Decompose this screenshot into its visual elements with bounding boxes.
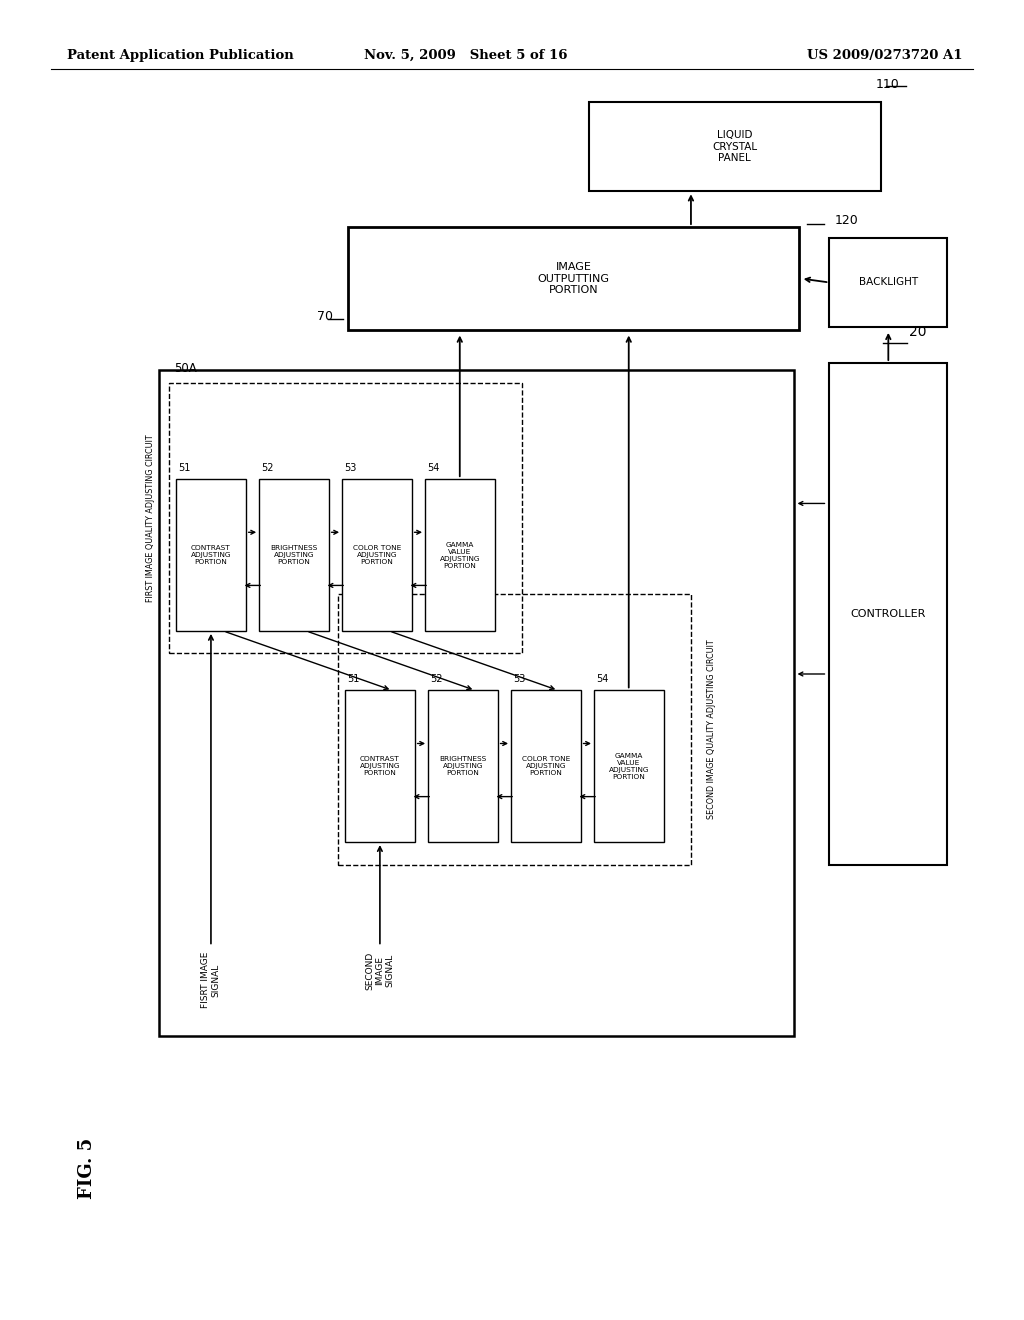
Text: 52: 52 [261,462,273,473]
Text: FIG. 5: FIG. 5 [78,1138,96,1199]
Bar [342,479,412,631]
Bar [829,238,947,327]
Bar [159,370,794,1036]
Bar [169,383,522,653]
Bar [511,690,581,842]
Text: COLOR TONE
ADJUSTING
PORTION: COLOR TONE ADJUSTING PORTION [521,756,570,776]
Bar [425,479,495,631]
Bar [345,690,415,842]
Text: LIQUID
CRYSTAL
PANEL: LIQUID CRYSTAL PANEL [712,129,758,164]
Text: FIRST IMAGE QUALITY ADJUSTING CIRCUIT: FIRST IMAGE QUALITY ADJUSTING CIRCUIT [146,434,155,602]
Text: Nov. 5, 2009   Sheet 5 of 16: Nov. 5, 2009 Sheet 5 of 16 [365,49,567,62]
Bar [348,227,799,330]
Text: 52: 52 [430,673,442,684]
Text: 110: 110 [876,78,899,91]
Bar [259,479,329,631]
Bar [338,594,691,865]
Text: SECOND
IMAGE
SIGNAL: SECOND IMAGE SIGNAL [365,952,395,990]
Text: 70: 70 [316,310,333,323]
Text: SECOND IMAGE QUALITY ADJUSTING CIRCUIT: SECOND IMAGE QUALITY ADJUSTING CIRCUIT [708,639,716,820]
Text: CONTRAST
ADJUSTING
PORTION: CONTRAST ADJUSTING PORTION [190,545,231,565]
Text: CONTRAST
ADJUSTING
PORTION: CONTRAST ADJUSTING PORTION [359,756,400,776]
Bar [176,479,246,631]
Bar [589,102,881,191]
Text: GAMMA
VALUE
ADJUSTING
PORTION: GAMMA VALUE ADJUSTING PORTION [608,752,649,780]
Bar [594,690,664,842]
Text: 54: 54 [596,673,608,684]
Text: COLOR TONE
ADJUSTING
PORTION: COLOR TONE ADJUSTING PORTION [352,545,401,565]
Text: BACKLIGHT: BACKLIGHT [859,277,918,288]
Text: 51: 51 [178,462,190,473]
Text: FISRT IMAGE
SIGNAL: FISRT IMAGE SIGNAL [202,952,220,1008]
Text: GAMMA
VALUE
ADJUSTING
PORTION: GAMMA VALUE ADJUSTING PORTION [439,541,480,569]
Text: BRIGHTNESS
ADJUSTING
PORTION: BRIGHTNESS ADJUSTING PORTION [270,545,317,565]
Text: 50A: 50A [174,362,197,375]
Text: 54: 54 [427,462,439,473]
Text: 20: 20 [909,325,927,339]
Text: Patent Application Publication: Patent Application Publication [67,49,293,62]
Text: BRIGHTNESS
ADJUSTING
PORTION: BRIGHTNESS ADJUSTING PORTION [439,756,486,776]
Text: 53: 53 [344,462,356,473]
Text: 53: 53 [513,673,525,684]
Text: 51: 51 [347,673,359,684]
Text: CONTROLLER: CONTROLLER [851,609,926,619]
Bar [428,690,498,842]
Bar [829,363,947,865]
Text: 120: 120 [835,214,858,227]
Text: 50B: 50B [343,573,366,586]
Text: US 2009/0273720 A1: US 2009/0273720 A1 [807,49,963,62]
Text: IMAGE
OUTPUTTING
PORTION: IMAGE OUTPUTTING PORTION [538,261,609,296]
